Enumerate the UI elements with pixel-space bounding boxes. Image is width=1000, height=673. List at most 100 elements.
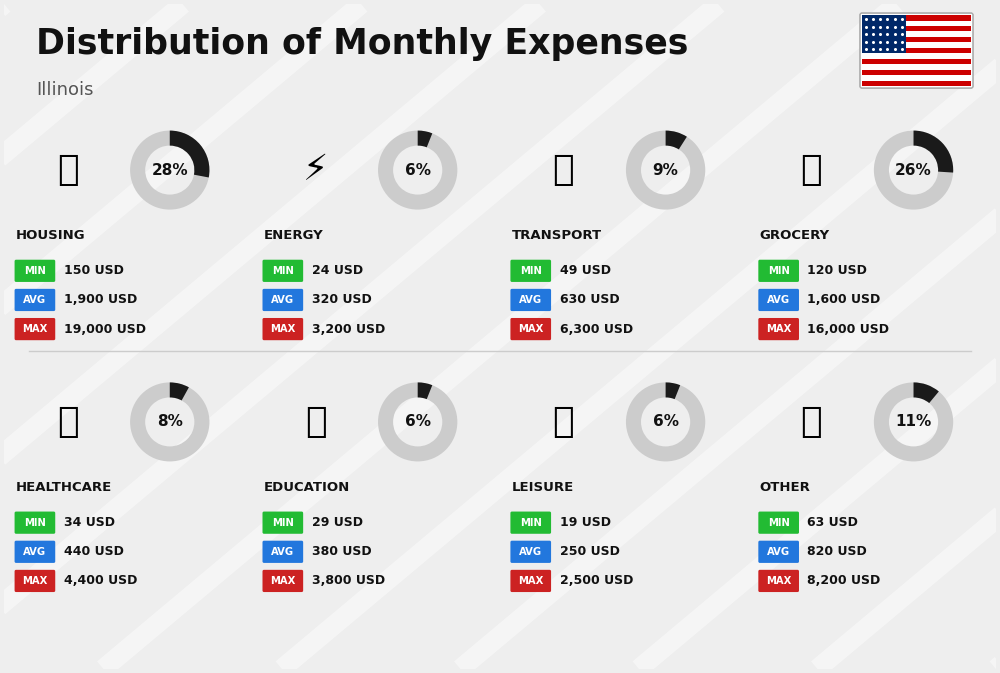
Wedge shape [130, 382, 209, 462]
FancyBboxPatch shape [510, 570, 551, 592]
Text: 🎓: 🎓 [305, 405, 326, 439]
Wedge shape [418, 382, 432, 399]
Text: MIN: MIN [272, 266, 294, 276]
Text: 💰: 💰 [801, 405, 822, 439]
Wedge shape [666, 131, 687, 149]
Text: 🛒: 🛒 [801, 153, 822, 187]
Text: 6%: 6% [405, 415, 431, 429]
Bar [862, 15, 906, 53]
Text: 63 USD: 63 USD [807, 516, 858, 529]
Text: 19 USD: 19 USD [560, 516, 610, 529]
FancyBboxPatch shape [758, 318, 799, 341]
Text: MIN: MIN [520, 266, 542, 276]
Text: 16,000 USD: 16,000 USD [807, 322, 889, 336]
Text: 440 USD: 440 USD [64, 545, 124, 559]
FancyBboxPatch shape [15, 260, 55, 282]
Text: LEISURE: LEISURE [512, 481, 574, 494]
FancyBboxPatch shape [758, 511, 799, 534]
FancyBboxPatch shape [262, 511, 303, 534]
Text: AVG: AVG [23, 295, 46, 305]
Text: 380 USD: 380 USD [312, 545, 371, 559]
FancyBboxPatch shape [262, 289, 303, 311]
Text: 3,200 USD: 3,200 USD [312, 322, 385, 336]
Text: AVG: AVG [271, 546, 294, 557]
Wedge shape [874, 131, 953, 209]
Text: AVG: AVG [519, 546, 542, 557]
Text: AVG: AVG [271, 295, 294, 305]
Text: MAX: MAX [766, 324, 791, 334]
Text: 320 USD: 320 USD [312, 293, 371, 306]
Text: MAX: MAX [22, 576, 48, 586]
Text: EDUCATION: EDUCATION [264, 481, 350, 494]
FancyBboxPatch shape [510, 289, 551, 311]
Text: 11%: 11% [895, 415, 932, 429]
Text: 19,000 USD: 19,000 USD [64, 322, 146, 336]
Text: 120 USD: 120 USD [807, 264, 867, 277]
Text: 🏢: 🏢 [57, 153, 78, 187]
FancyBboxPatch shape [860, 13, 973, 88]
Text: MAX: MAX [22, 324, 48, 334]
Text: 250 USD: 250 USD [560, 545, 619, 559]
Text: 8,200 USD: 8,200 USD [807, 575, 881, 588]
FancyBboxPatch shape [15, 570, 55, 592]
Wedge shape [170, 382, 189, 400]
Text: 4,400 USD: 4,400 USD [64, 575, 137, 588]
Text: 630 USD: 630 USD [560, 293, 619, 306]
Wedge shape [914, 382, 939, 403]
Text: MAX: MAX [518, 576, 543, 586]
Text: 34 USD: 34 USD [64, 516, 115, 529]
Text: HOUSING: HOUSING [16, 229, 86, 242]
Text: MIN: MIN [768, 518, 790, 528]
Text: MIN: MIN [272, 518, 294, 528]
Bar [862, 26, 971, 32]
Text: AVG: AVG [23, 546, 46, 557]
FancyBboxPatch shape [758, 570, 799, 592]
Text: 6%: 6% [405, 163, 431, 178]
Wedge shape [626, 131, 705, 209]
Wedge shape [914, 131, 953, 172]
Wedge shape [378, 382, 457, 462]
FancyBboxPatch shape [510, 540, 551, 563]
FancyBboxPatch shape [758, 260, 799, 282]
Wedge shape [170, 131, 209, 178]
Bar [862, 70, 971, 75]
Wedge shape [130, 131, 209, 209]
Text: GROCERY: GROCERY [760, 229, 830, 242]
Wedge shape [378, 131, 457, 209]
FancyBboxPatch shape [758, 540, 799, 563]
Text: 26%: 26% [895, 163, 932, 178]
Text: 9%: 9% [653, 163, 679, 178]
Text: ENERGY: ENERGY [264, 229, 324, 242]
Text: 3,800 USD: 3,800 USD [312, 575, 385, 588]
Text: Distribution of Monthly Expenses: Distribution of Monthly Expenses [36, 27, 688, 61]
Wedge shape [666, 382, 680, 399]
Text: 6,300 USD: 6,300 USD [560, 322, 633, 336]
Text: 29 USD: 29 USD [312, 516, 363, 529]
FancyBboxPatch shape [510, 318, 551, 341]
FancyBboxPatch shape [510, 260, 551, 282]
Text: 49 USD: 49 USD [560, 264, 610, 277]
FancyBboxPatch shape [15, 540, 55, 563]
Text: TRANSPORT: TRANSPORT [512, 229, 602, 242]
Text: 1,600 USD: 1,600 USD [807, 293, 881, 306]
Text: 1,900 USD: 1,900 USD [64, 293, 137, 306]
Text: MIN: MIN [520, 518, 542, 528]
Text: AVG: AVG [767, 546, 790, 557]
Text: 150 USD: 150 USD [64, 264, 124, 277]
FancyBboxPatch shape [15, 318, 55, 341]
Bar [862, 59, 971, 64]
Text: 6%: 6% [653, 415, 679, 429]
Bar [862, 81, 971, 86]
Text: 🛍: 🛍 [553, 405, 574, 439]
FancyBboxPatch shape [262, 260, 303, 282]
Bar [862, 37, 971, 42]
FancyBboxPatch shape [15, 289, 55, 311]
Text: Illinois: Illinois [36, 81, 93, 99]
Text: MIN: MIN [24, 518, 46, 528]
Wedge shape [874, 382, 953, 462]
FancyBboxPatch shape [262, 570, 303, 592]
Bar [862, 15, 971, 20]
Text: AVG: AVG [767, 295, 790, 305]
FancyBboxPatch shape [262, 540, 303, 563]
Text: MIN: MIN [24, 266, 46, 276]
